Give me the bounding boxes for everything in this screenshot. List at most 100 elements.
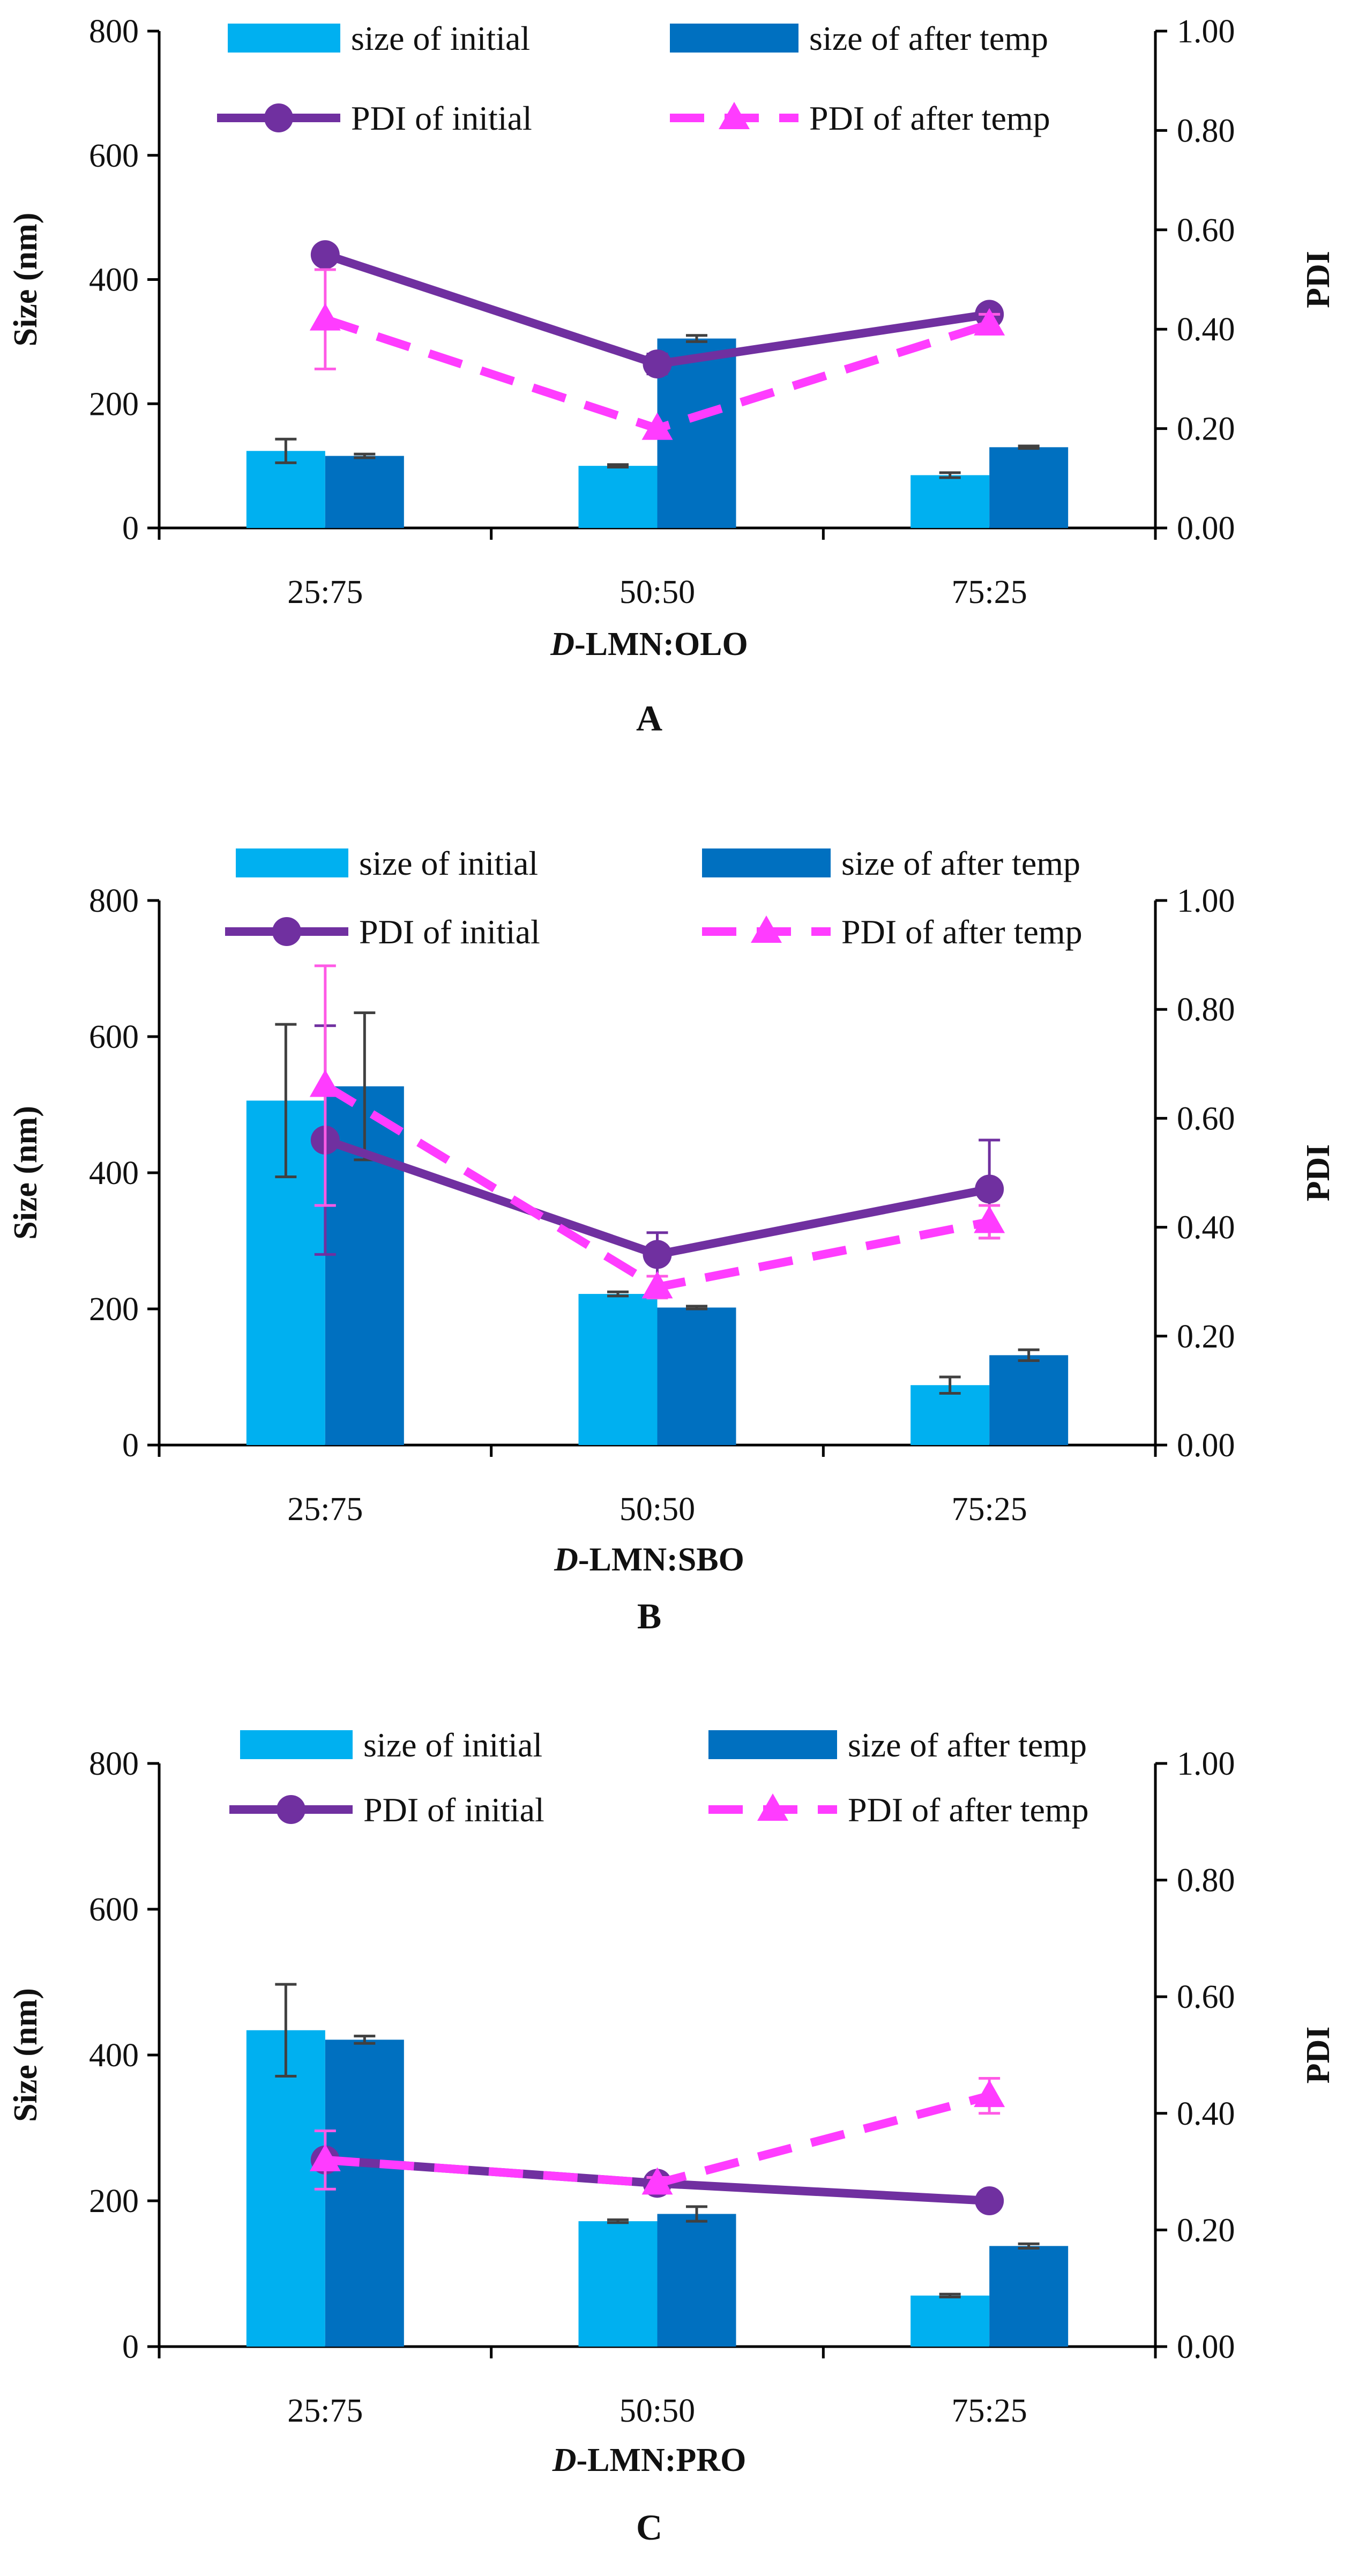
y2-axis-title: PDI: [1300, 1144, 1337, 1202]
pdi-initial-marker: [310, 240, 340, 270]
pdi-after-temp-marker: [309, 2143, 341, 2171]
left-tick-label: 400: [89, 262, 139, 299]
y-axis-title: Size (nm): [8, 1988, 44, 2122]
bar-after-temp: [657, 2214, 736, 2347]
bar-after-temp: [657, 338, 736, 528]
legend-swatch-after-temp: [702, 848, 831, 877]
x-tick-label: 25:75: [287, 2393, 363, 2429]
right-tick-label: 0.60: [1177, 1100, 1235, 1137]
legend-label-size-after-temp: size of after temp: [848, 1726, 1087, 1764]
right-tick-label: 0.20: [1177, 1319, 1235, 1355]
legend-swatch-initial: [236, 848, 348, 877]
pdi-initial-marker: [643, 349, 672, 379]
panel-label: B: [637, 1596, 661, 1636]
x-axis-title: D-LMN:PRO: [552, 2442, 747, 2478]
legend-label-pdi-after-temp: PDI of after temp: [809, 99, 1050, 137]
pdi-after-temp-marker: [309, 303, 341, 331]
x-tick-label: 75:25: [952, 1491, 1027, 1528]
legend-label-pdi-initial: PDI of initial: [363, 1791, 544, 1829]
right-tick-label: 0.00: [1177, 2329, 1235, 2365]
x-tick-label: 25:75: [287, 1491, 363, 1528]
legend: size of initial size of after temp PDI of …: [217, 19, 1050, 137]
right-tick-label: 0.20: [1177, 411, 1235, 448]
legend-label-size-after-temp: size of after temp: [809, 19, 1048, 57]
left-tick-label: 800: [89, 1746, 139, 1782]
legend-label-size-initial: size of initial: [351, 19, 530, 57]
pdi-after-temp-marker: [974, 308, 1005, 336]
bar-initial: [910, 475, 990, 528]
pdi-initial-marker: [643, 1240, 672, 1269]
bar-initial: [910, 1385, 990, 1445]
x-tick-label: 50:50: [619, 574, 695, 611]
y-axis-title: Size (nm): [8, 1106, 44, 1240]
bar-initial: [246, 2030, 325, 2347]
x-axis-title-italic: D: [550, 626, 574, 662]
left-tick-label: 200: [89, 386, 139, 422]
left-tick-label: 800: [89, 13, 139, 50]
right-tick-label: 1.00: [1177, 883, 1235, 919]
right-tick-label: 0.40: [1177, 2096, 1235, 2132]
y2-axis-title: PDI: [1300, 251, 1337, 308]
right-tick-label: 0.20: [1177, 2212, 1235, 2249]
bar-initial: [578, 1294, 658, 1445]
legend-label-size-after-temp: size of after temp: [841, 844, 1080, 882]
pdi-initial-marker: [975, 2186, 1004, 2215]
legend-marker-pdi-after-temp: [719, 102, 750, 129]
panel-label: A: [636, 698, 662, 739]
left-tick-label: 0: [122, 1427, 139, 1464]
legend-swatch-after-temp: [670, 24, 798, 53]
legend-label-pdi-after-temp: PDI of after temp: [848, 1791, 1089, 1829]
legend-label-pdi-after-temp: PDI of after temp: [841, 913, 1083, 951]
x-tick-label: 50:50: [619, 2393, 695, 2429]
x-tick-label: 50:50: [619, 1491, 695, 1528]
right-tick-label: 0.80: [1177, 992, 1235, 1028]
pdi-after-temp-marker: [309, 1069, 341, 1097]
x-tick-label: 75:25: [952, 2393, 1027, 2429]
right-tick-label: 0.80: [1177, 113, 1235, 149]
right-tick-label: 0.60: [1177, 212, 1235, 249]
pdi-after-temp-marker: [641, 412, 673, 440]
legend-marker-pdi-initial: [277, 1795, 305, 1824]
chart-panel-c: 0 200 400 600 800 0.00 0.20 0.40 0.60 0.80 1.00 25:…: [8, 1726, 1337, 2548]
y-axis-title: Size (nm): [8, 213, 44, 347]
y2-axis-title: PDI: [1300, 2027, 1337, 2084]
legend: size of initial size of after temp PDI of …: [225, 844, 1083, 951]
legend-marker-pdi-after-temp: [751, 915, 782, 943]
legend-swatch-after-temp: [708, 1730, 837, 1759]
bar-after-temp: [989, 447, 1069, 528]
bar-initial: [578, 2221, 658, 2347]
left-tick-label: 0: [122, 510, 139, 547]
x-axis-title: D-LMN:OLO: [550, 626, 748, 662]
legend-marker-pdi-initial: [272, 917, 301, 946]
pdi-after-temp-marker: [641, 2167, 673, 2195]
right-tick-label: 0.40: [1177, 1210, 1235, 1246]
legend-marker-pdi-initial: [264, 103, 293, 132]
right-tick-label: 0.40: [1177, 311, 1235, 348]
pdi-initial-marker: [975, 1174, 1004, 1204]
x-axis-title-italic: D: [552, 2442, 577, 2478]
legend: size of initial size of after temp PDI of …: [229, 1726, 1089, 1829]
x-tick-label: 75:25: [952, 574, 1027, 611]
bar-after-temp: [325, 456, 404, 528]
right-tick-label: 0.80: [1177, 1863, 1235, 1899]
left-tick-label: 400: [89, 1155, 139, 1192]
left-tick-label: 200: [89, 2183, 139, 2220]
left-tick-label: 600: [89, 138, 139, 174]
x-tick-label: 25:75: [287, 574, 363, 611]
left-tick-label: 600: [89, 1892, 139, 1928]
legend-marker-pdi-after-temp: [757, 1793, 788, 1821]
legend-label-pdi-initial: PDI of initial: [351, 99, 532, 137]
pdi-after-temp-marker: [974, 1205, 1005, 1233]
x-axis-title-rest: -LMN:PRO: [576, 2442, 746, 2478]
bar-initial: [910, 2295, 990, 2347]
right-tick-label: 0.00: [1177, 1427, 1235, 1464]
right-tick-label: 0.00: [1177, 510, 1235, 547]
bar-after-temp: [657, 1307, 736, 1445]
bar-initial: [578, 466, 658, 528]
x-axis-title: D-LMN:SBO: [554, 1542, 744, 1578]
pdi-after-temp-marker: [641, 1271, 673, 1299]
right-tick-label: 1.00: [1177, 1746, 1235, 1782]
chart-panel-b: 0 200 400 600 800 0.00 0.20 0.40 0.60 0.80 1.00 25:…: [8, 844, 1337, 1636]
x-axis-title-italic: D: [554, 1542, 578, 1578]
left-tick-label: 800: [89, 883, 139, 919]
